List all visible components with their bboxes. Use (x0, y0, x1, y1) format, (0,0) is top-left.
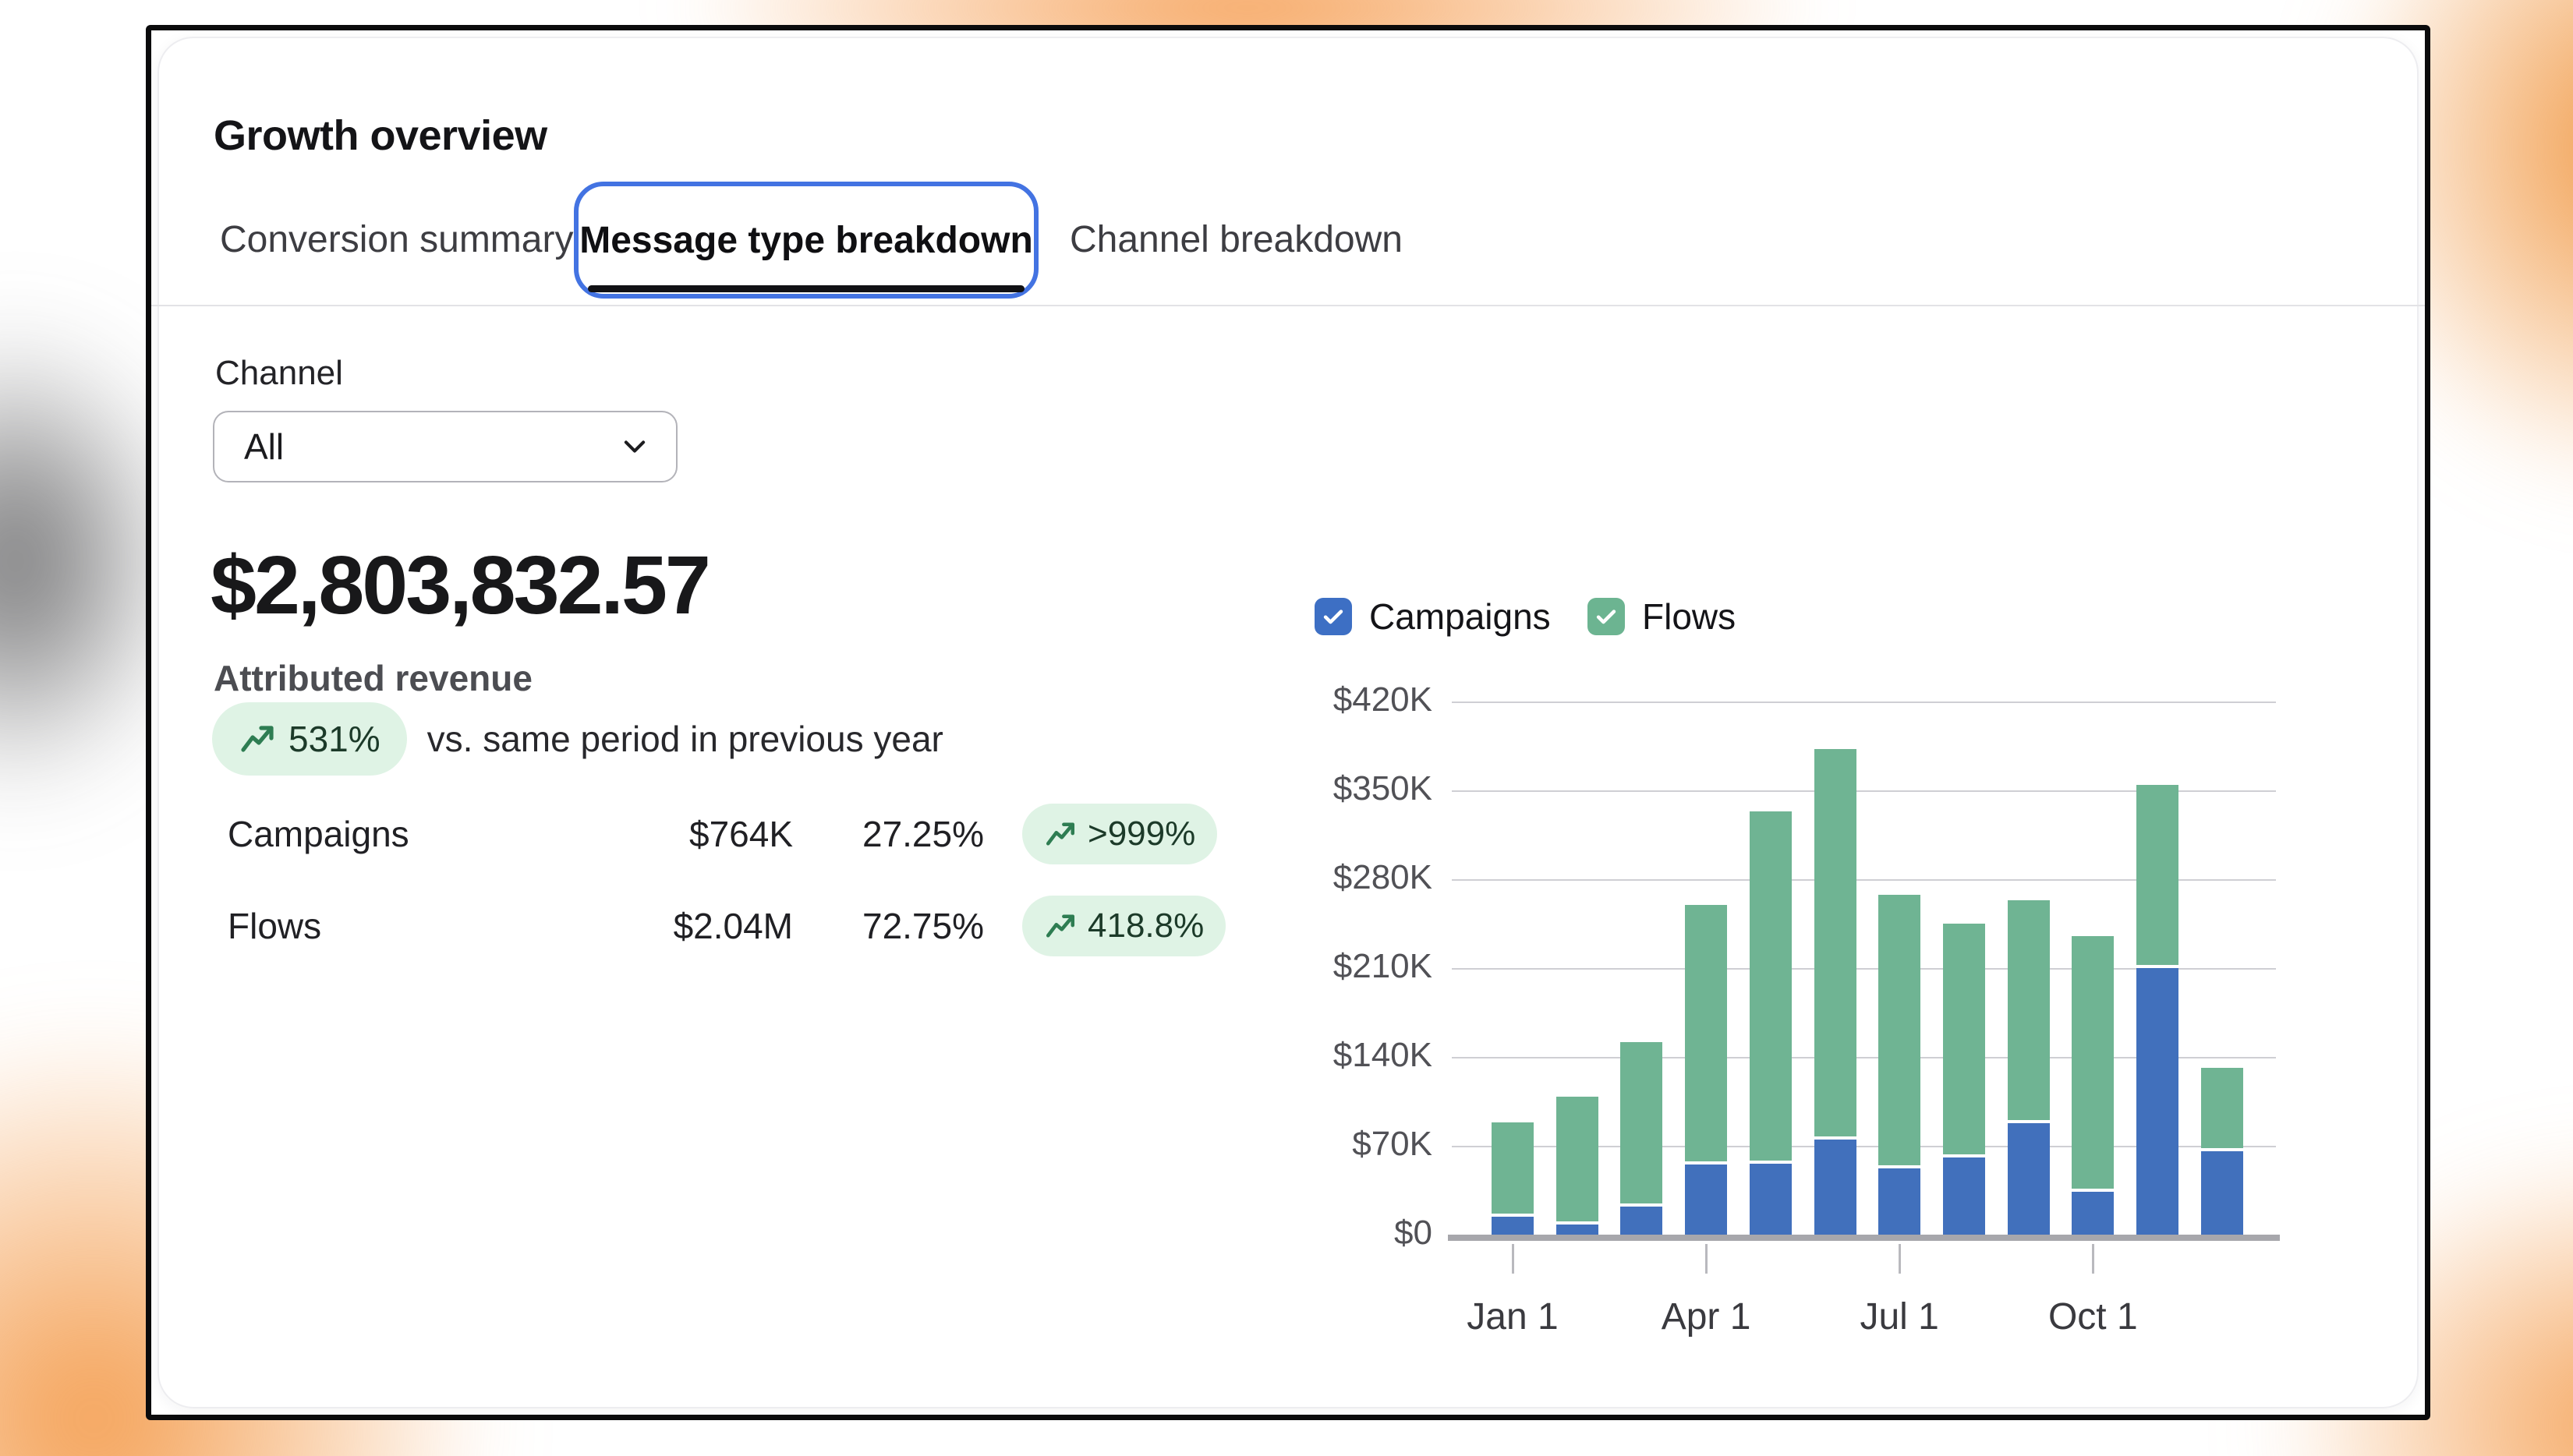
row-value: $2.04M (673, 906, 793, 946)
channel-select-value: All (244, 426, 285, 467)
gridline (1452, 1057, 2276, 1058)
trend-up-icon (241, 726, 274, 752)
tabs-divider (151, 305, 2425, 306)
growth-overview-card: Growth overview Conversion summary Messa… (146, 25, 2430, 1420)
x-axis-tick-label: Jan 1 (1467, 1296, 1559, 1338)
tab-channel-breakdown[interactable]: Channel breakdown (1070, 219, 1403, 260)
bar-campaigns-jan1[interactable] (1492, 1217, 1534, 1235)
bar-campaigns-oct1[interactable] (2072, 1192, 2115, 1235)
active-tab-underline (588, 285, 1025, 292)
x-axis-tick-label: Jul 1 (1860, 1296, 1939, 1338)
tab-conversion-summary[interactable]: Conversion summary (220, 219, 574, 260)
bar-campaigns-jun1[interactable] (1814, 1140, 1856, 1235)
bar-flows-oct1[interactable] (2072, 936, 2115, 1189)
y-axis-tick-label: $420K (1333, 680, 1432, 719)
bar-flows-may1[interactable] (1749, 811, 1792, 1161)
x-axis-tick-mark (2091, 1244, 2094, 1274)
row-delta-value: 418.8% (1088, 906, 1205, 945)
gridline (1452, 701, 2276, 703)
bar-campaigns-may1[interactable] (1749, 1164, 1792, 1235)
bar-campaigns-jul1[interactable] (1878, 1168, 1921, 1235)
y-axis-tick-label: $350K (1333, 769, 1432, 808)
breakdown-row-flows: Flows $2.04M 72.75% 418.8% (151, 896, 1321, 956)
checkbox-checked-icon (1587, 598, 1625, 635)
row-delta-value: >999% (1088, 815, 1196, 853)
x-axis-tick-mark (1704, 1244, 1708, 1274)
trend-up-icon (1046, 914, 1075, 938)
row-share: 27.25% (862, 814, 984, 854)
y-axis-tick-label: $0 (1394, 1214, 1432, 1252)
bar-flows-feb1[interactable] (1555, 1097, 1598, 1221)
x-axis-baseline (1448, 1235, 2280, 1241)
bar-flows-nov1[interactable] (2136, 785, 2178, 965)
legend-label: Flows (1642, 596, 1736, 637)
delta-row: 531% vs. same period in previous year (212, 702, 943, 776)
bar-flows-dec1[interactable] (2200, 1068, 2243, 1148)
gridline (1452, 879, 2276, 881)
gridline (1452, 790, 2276, 792)
bar-campaigns-feb1[interactable] (1555, 1225, 1598, 1235)
y-axis-tick-label: $70K (1352, 1125, 1432, 1163)
stacked-bar-chart: $420K $350K $280K $210K $140K $70K $0 Jan 1 Apr … (1333, 680, 2280, 1338)
y-axis-tick-label: $280K (1333, 858, 1432, 896)
page-title: Growth overview (214, 112, 547, 159)
x-axis-tick-label: Oct 1 (2047, 1296, 2138, 1338)
channel-select[interactable]: All (213, 411, 678, 482)
tab-message-type-breakdown-label: Message type breakdown (579, 219, 1033, 261)
bar-flows-mar1[interactable] (1620, 1042, 1663, 1203)
bar-campaigns-aug1[interactable] (1942, 1157, 1985, 1235)
row-share: 72.75% (862, 906, 984, 946)
x-axis-tick-mark (1898, 1244, 1901, 1274)
y-axis-tick-label: $140K (1333, 1036, 1432, 1074)
bar-campaigns-sep1[interactable] (2007, 1123, 2050, 1235)
delta-badge: 531% (212, 702, 407, 776)
checkbox-checked-icon (1315, 598, 1352, 635)
row-delta-badge: >999% (1022, 804, 1218, 864)
chevron-down-icon (624, 440, 646, 453)
bar-flows-aug1[interactable] (1942, 924, 1985, 1154)
channel-filter-label: Channel (215, 354, 343, 392)
attributed-revenue-caption: Attributed revenue (214, 658, 533, 698)
row-delta-badge: 418.8% (1022, 896, 1226, 956)
bar-flows-sep1[interactable] (2007, 900, 2050, 1120)
bar-campaigns-dec1[interactable] (2200, 1151, 2243, 1235)
x-axis-tick-mark (1511, 1244, 1514, 1274)
delta-note: vs. same period in previous year (426, 719, 943, 759)
row-value: $764K (688, 814, 793, 854)
gridline (1452, 1146, 2276, 1147)
bar-campaigns-apr1[interactable] (1685, 1164, 1728, 1235)
bar-campaigns-nov1[interactable] (2136, 968, 2178, 1235)
breakdown-row-campaigns: Campaigns $764K 27.25% >999% (151, 804, 1321, 864)
row-label: Campaigns (228, 814, 409, 854)
bar-flows-jul1[interactable] (1878, 895, 1921, 1165)
bar-flows-apr1[interactable] (1685, 905, 1728, 1161)
row-label: Flows (228, 906, 322, 946)
x-axis-tick-label: Apr 1 (1661, 1296, 1751, 1338)
legend-label: Campaigns (1369, 596, 1551, 637)
legend-checkbox-campaigns[interactable]: Campaigns (1315, 596, 1551, 637)
bar-campaigns-mar1[interactable] (1620, 1207, 1663, 1235)
gridline (1452, 968, 2276, 970)
delta-badge-value: 531% (288, 719, 380, 759)
bar-flows-jan1[interactable] (1492, 1122, 1534, 1214)
legend-checkbox-flows[interactable]: Flows (1587, 596, 1736, 637)
attributed-revenue-amount: $2,803,832.57 (211, 539, 711, 631)
bar-flows-jun1[interactable] (1814, 749, 1856, 1136)
y-axis-tick-label: $210K (1333, 947, 1432, 985)
tab-message-type-breakdown[interactable]: Message type breakdown (574, 182, 1039, 299)
trend-up-icon (1046, 822, 1075, 846)
